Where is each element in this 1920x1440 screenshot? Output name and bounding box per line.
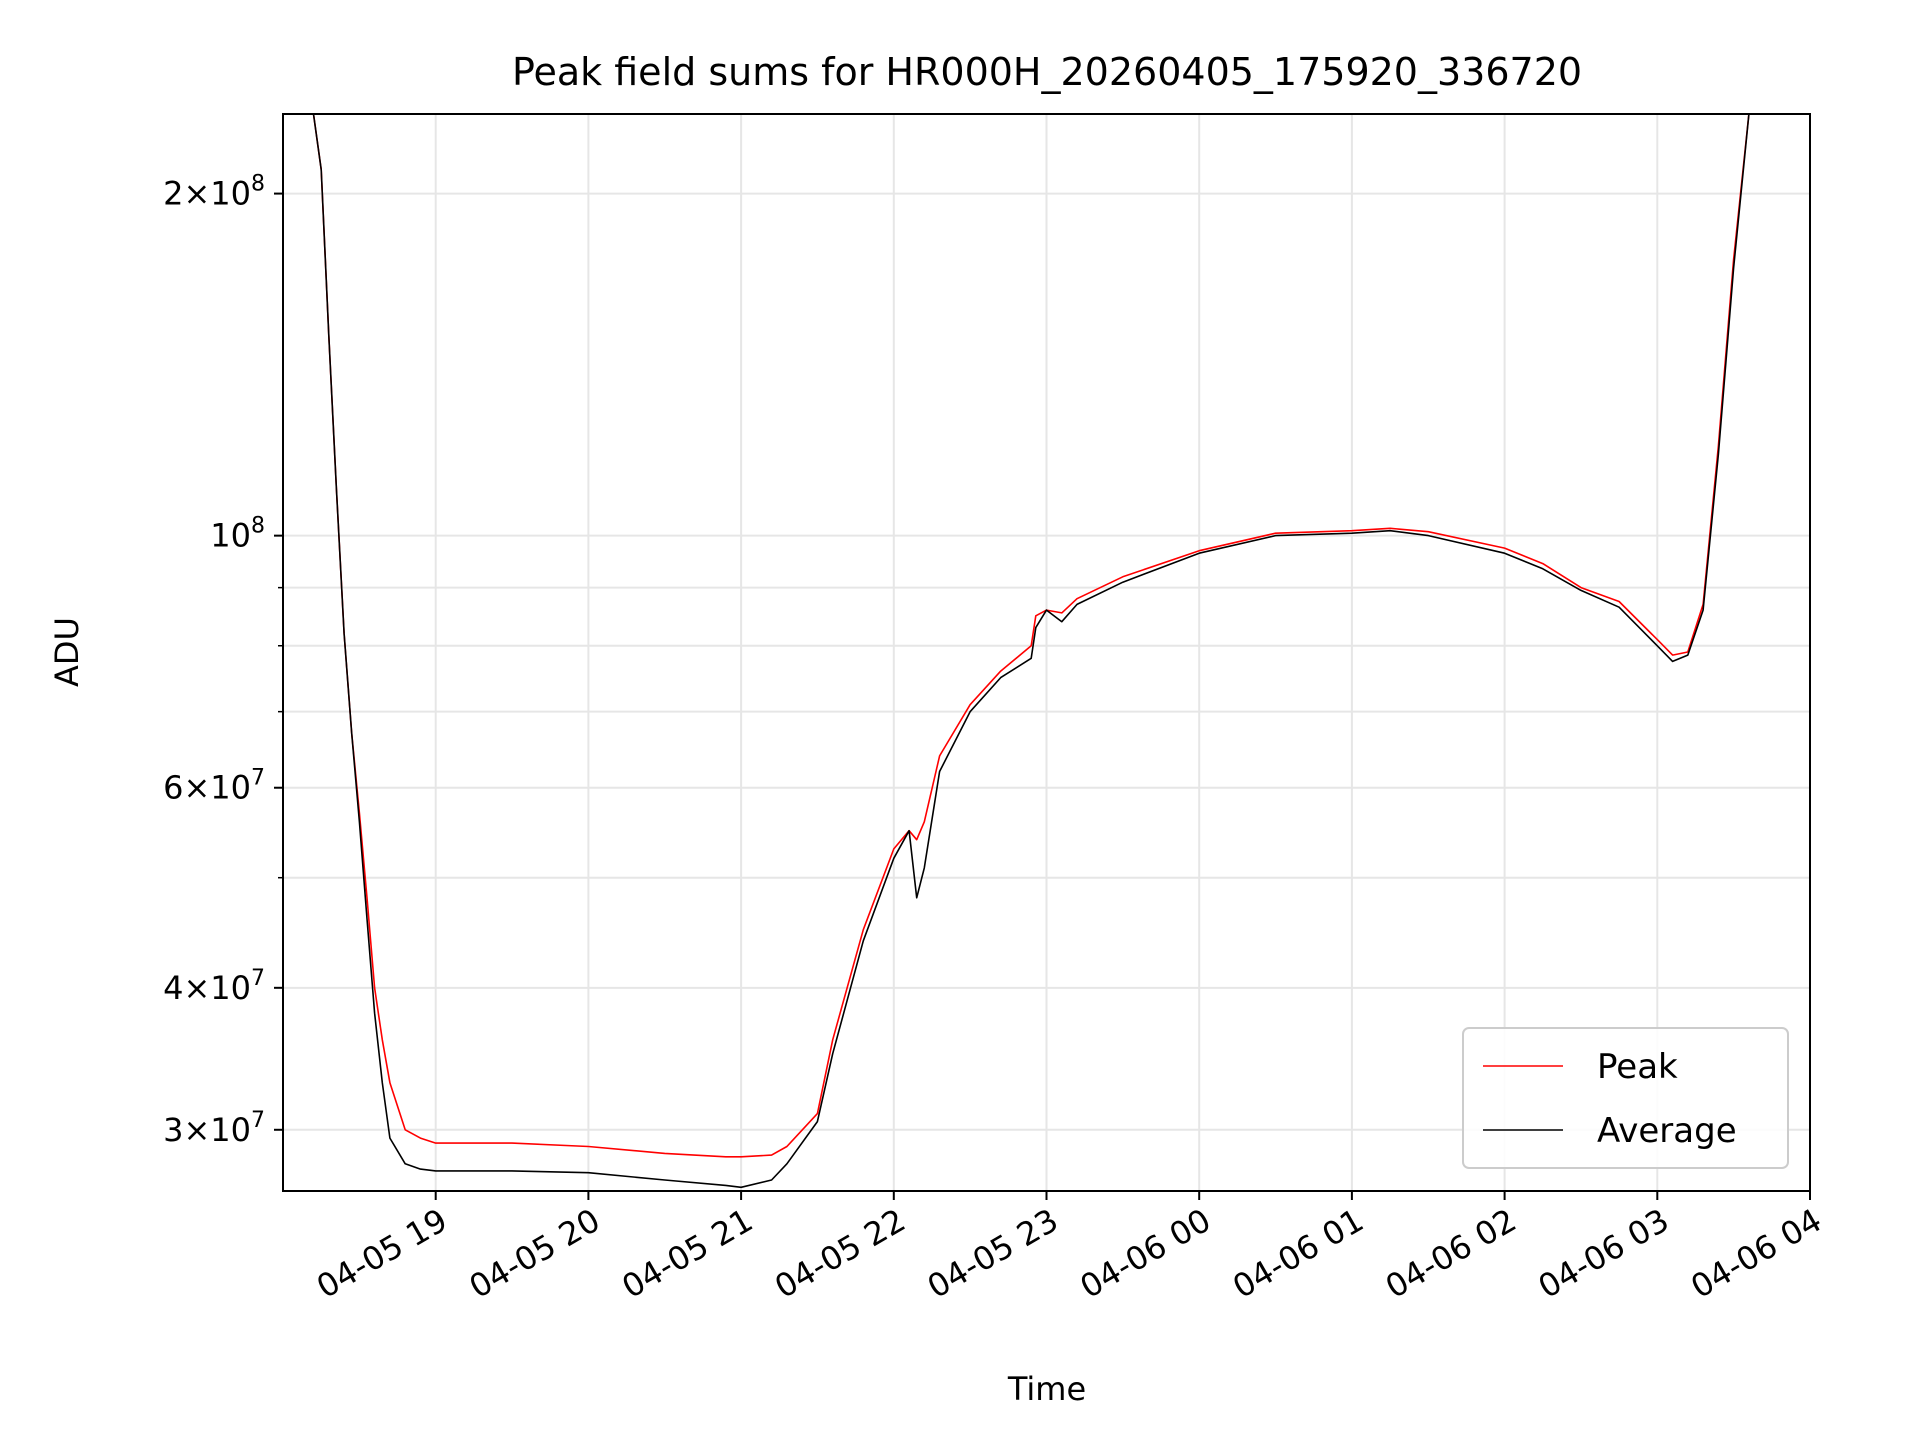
series-line-peak — [283, 114, 1810, 1158]
y-tick-label: 108 — [210, 514, 265, 555]
series-group — [283, 114, 1810, 1189]
y-axis: 3×107 4×107 6×107 108 2×108 — [163, 172, 283, 1149]
y-tick-label: 4×107 — [163, 966, 265, 1007]
x-axis-label: Time — [1007, 1370, 1086, 1408]
y-axis-label: ADU — [48, 617, 86, 687]
y-tick-label: 2×108 — [163, 172, 265, 213]
legend-box — [1462, 1027, 1789, 1169]
series-line-average — [283, 114, 1810, 1189]
legend-label-average: Average — [1597, 1111, 1737, 1151]
y-tick-label: 3×107 — [163, 1108, 265, 1149]
legend-label-peak: Peak — [1597, 1047, 1678, 1087]
legend: Peak Average — [1462, 1027, 1789, 1169]
chart-title: Peak field sums for HR000H_20260405_1759… — [512, 50, 1582, 94]
y-tick-label: 6×107 — [163, 766, 265, 807]
